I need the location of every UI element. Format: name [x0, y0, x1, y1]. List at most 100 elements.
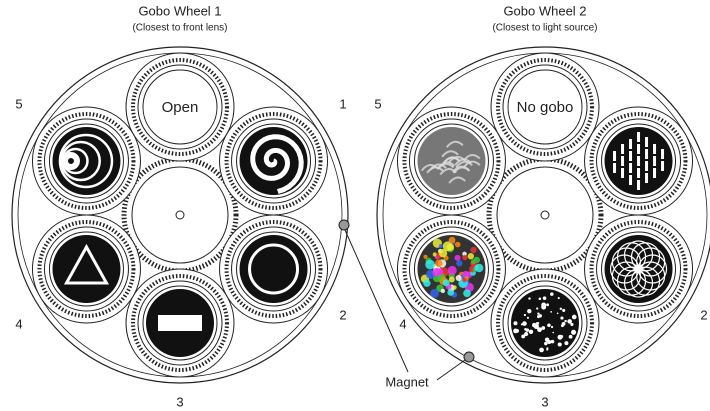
gobo-pattern [564, 341, 568, 345]
gobo-pattern [571, 330, 576, 335]
gobo-pattern [524, 332, 528, 336]
gobo-pattern [447, 289, 454, 296]
gobo-pattern [645, 137, 648, 147]
gobo-pattern [544, 342, 547, 345]
gobo-pattern [547, 323, 551, 327]
gobo-pattern [425, 260, 435, 270]
gobo-pattern [621, 144, 624, 154]
gobo-pattern [562, 309, 565, 312]
gobo-pattern [637, 180, 640, 190]
gobo-pattern [572, 315, 577, 320]
gobo-pattern [439, 249, 447, 257]
gobo-pattern [645, 173, 648, 183]
gobo-pattern [475, 264, 484, 273]
gobo-pattern [536, 322, 539, 325]
gobo-pattern [637, 156, 640, 166]
gobo-pattern [562, 322, 566, 326]
gobo-pattern [546, 349, 548, 351]
gobo-pattern [443, 279, 450, 286]
gobo-pattern [435, 259, 443, 267]
gobo-pattern [448, 266, 457, 275]
open-label: Open [162, 99, 199, 116]
gobo-wheel: Open [12, 47, 348, 383]
gobo-pattern [567, 319, 572, 324]
wheel-subtitle: (Closest to light source) [492, 23, 597, 34]
gobo-pattern [661, 149, 664, 159]
gobo-pattern [423, 255, 427, 259]
gobo-pattern [468, 253, 474, 259]
gobo-pattern [645, 149, 648, 159]
gobo-pattern [513, 329, 518, 334]
gobo-pattern [645, 161, 648, 171]
slot-number: 2 [339, 307, 346, 322]
magnet-label: Magnet [385, 374, 429, 389]
gobo-pattern [527, 317, 529, 319]
slot-number: 3 [176, 394, 183, 409]
gobo-pattern [629, 175, 632, 185]
gobo-pattern [455, 242, 461, 248]
magnet-arrow [437, 360, 465, 380]
gobo-pattern [558, 297, 560, 299]
wheel-title: Gobo Wheel 1 [138, 3, 221, 18]
gobo-pattern [449, 237, 456, 244]
center-hole [176, 211, 184, 219]
wheel-title: Gobo Wheel 2 [503, 3, 586, 18]
gobo-pattern [570, 336, 572, 338]
slot-number: 5 [374, 96, 381, 111]
gobo-pattern [637, 168, 640, 178]
gobo-pattern [432, 268, 441, 277]
gobo-pattern [545, 338, 549, 342]
gobo-pattern [471, 259, 476, 264]
gobo-pattern [653, 156, 656, 166]
gobo-pattern [541, 326, 545, 330]
gobo-pattern [637, 144, 640, 154]
gobo-pattern [551, 326, 553, 328]
gobo-pattern [537, 312, 539, 314]
gobo-pattern [447, 244, 454, 251]
wheel-subtitle: (Closest to front lens) [132, 23, 227, 34]
slot-number: 4 [15, 316, 22, 331]
gobo-pattern [661, 161, 664, 171]
gobo-pattern [462, 278, 467, 283]
gobo-pattern [653, 144, 656, 154]
open-label: No gobo [517, 99, 574, 116]
slot-number: 2 [700, 307, 707, 322]
gobo-pattern [526, 328, 530, 332]
slot-number: 4 [399, 316, 406, 331]
gobo-pattern [653, 168, 656, 178]
gobo-pattern [546, 303, 549, 306]
gobo-pattern [560, 316, 563, 319]
gobo-pattern [552, 332, 554, 334]
gobo-pattern [537, 327, 542, 332]
gobo-pattern [550, 292, 554, 296]
gobo-pattern [441, 289, 445, 293]
gobo-pattern [430, 289, 439, 298]
gobo-pattern [537, 315, 540, 318]
gobo-pattern [613, 151, 616, 161]
gobo-pattern [456, 260, 462, 266]
gobo-pattern [629, 151, 632, 161]
gobo-pattern [462, 255, 467, 260]
gobo-pattern [522, 321, 527, 326]
gobo-pattern [456, 275, 462, 281]
gobo-pattern [629, 139, 632, 149]
slot-number: 5 [15, 96, 22, 111]
center-hole [541, 211, 549, 219]
gobo-pattern [524, 314, 526, 316]
gobo-pattern [558, 342, 562, 346]
gobo-pattern [536, 307, 538, 309]
gobo-pattern [629, 163, 632, 173]
gobo-pattern [541, 303, 546, 308]
gobo-wheel: No gobo [377, 47, 710, 383]
gobo-pattern [551, 340, 555, 344]
gobo-pattern [158, 315, 202, 331]
slot-number: 1 [339, 96, 346, 111]
gobo-pattern [470, 247, 476, 253]
gobo-pattern [529, 330, 533, 334]
gobo-pattern [543, 296, 547, 300]
magnet [464, 352, 474, 362]
gobo-pattern [560, 308, 562, 310]
gobo-pattern [449, 276, 455, 282]
gobo-pattern [557, 312, 559, 314]
gobo-pattern [250, 245, 298, 293]
